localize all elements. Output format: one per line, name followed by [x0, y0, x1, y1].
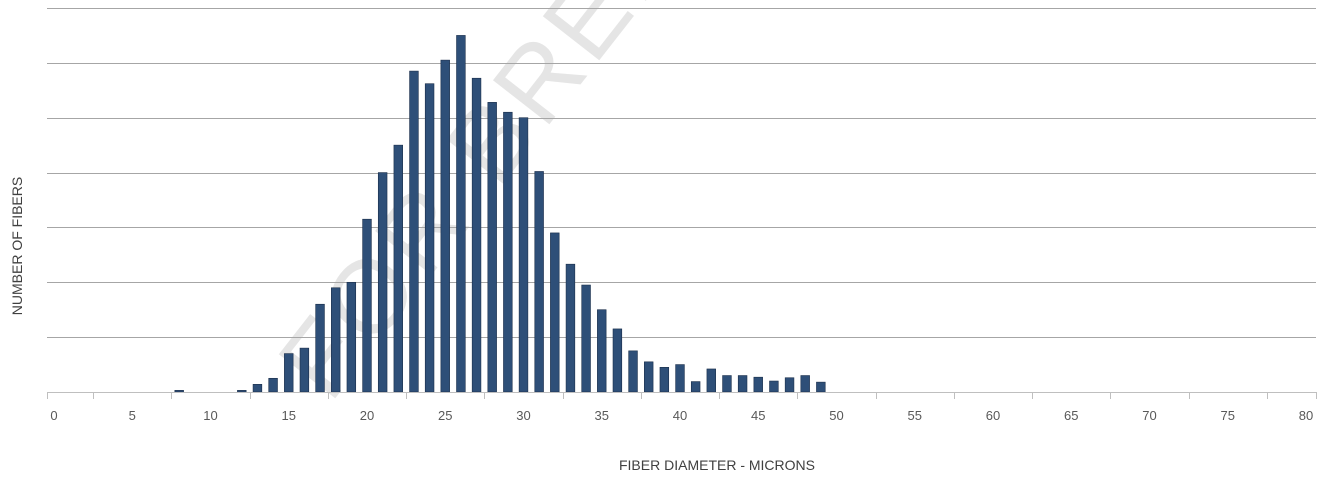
- bar: [237, 390, 247, 393]
- bar: [456, 35, 466, 393]
- bar: [315, 303, 325, 393]
- bar: [753, 376, 763, 393]
- bar: [284, 353, 294, 393]
- x-tick-label: 20: [360, 408, 374, 423]
- bar: [346, 281, 357, 393]
- x-tick-label: 45: [751, 408, 765, 423]
- bar: [800, 375, 810, 393]
- bar: [268, 377, 278, 393]
- x-tick-label: 0: [50, 408, 57, 423]
- bar: [597, 309, 607, 393]
- x-tick-label: 55: [908, 408, 922, 423]
- bar: [393, 144, 403, 393]
- bar: [565, 263, 576, 393]
- x-tick-label: 70: [1142, 408, 1156, 423]
- bar: [722, 375, 732, 393]
- bar: [440, 59, 450, 393]
- bar: [737, 375, 748, 393]
- bar: [409, 70, 419, 393]
- x-axis-title: FIBER DIAMETER - MICRONS: [619, 457, 815, 473]
- bar: [784, 377, 795, 393]
- x-tick-label: 35: [595, 408, 609, 423]
- bar: [628, 350, 638, 393]
- bars: [174, 35, 826, 393]
- bar: [362, 218, 372, 393]
- x-tick-label: 60: [986, 408, 1000, 423]
- bar: [612, 328, 623, 393]
- bar: [534, 171, 544, 393]
- bar: [581, 284, 591, 393]
- x-tick-label: 75: [1221, 408, 1235, 423]
- x-tick-label: 15: [282, 408, 296, 423]
- y-axis-title: NUMBER OF FIBERS: [9, 177, 25, 315]
- x-tick-label: 5: [129, 408, 136, 423]
- bar: [816, 381, 826, 393]
- bar: [377, 172, 388, 393]
- bar: [487, 102, 497, 393]
- bar: [331, 287, 341, 393]
- bar: [675, 364, 685, 393]
- x-tick-label: 25: [438, 408, 452, 423]
- bar: [299, 347, 310, 393]
- bar: [252, 384, 263, 393]
- bar: [706, 368, 716, 393]
- x-tick-label: 65: [1064, 408, 1078, 423]
- bar: [769, 380, 779, 393]
- gridlines: [47, 8, 1316, 338]
- bar: [503, 111, 513, 393]
- bar: [424, 83, 435, 393]
- bar: [659, 367, 670, 393]
- x-axis: 0 5 10 15 20 25 30 35 40 45 50 55 60 65 70 75 80: [47, 392, 1317, 423]
- x-tick-label: 30: [516, 408, 530, 423]
- x-tick-label: 50: [829, 408, 843, 423]
- bar: [471, 77, 482, 393]
- bar: [690, 381, 701, 393]
- x-tick-label: 40: [673, 408, 687, 423]
- bar: [644, 361, 654, 393]
- x-tick-label: 10: [203, 408, 217, 423]
- x-tick-label: 80: [1299, 408, 1313, 423]
- bar: [518, 117, 529, 393]
- bar: [550, 232, 560, 393]
- bar: [174, 390, 184, 393]
